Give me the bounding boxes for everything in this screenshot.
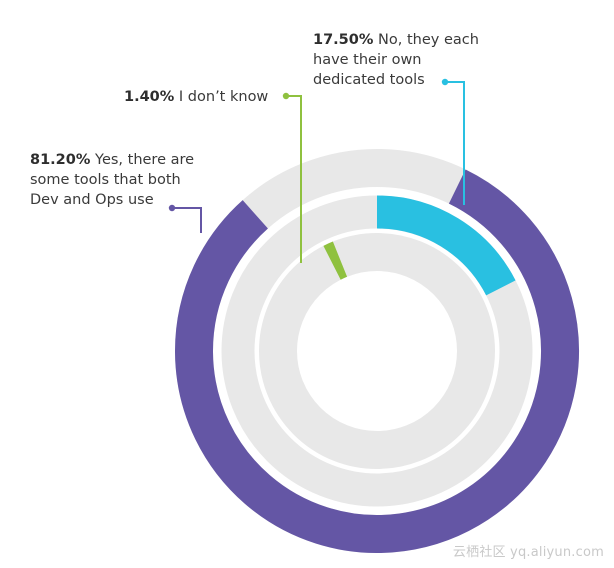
label-dont-know: 1.40% I don’t know (124, 87, 268, 107)
leader-dot-inner (282, 92, 290, 100)
label-yes-text-line-2: some tools that both (30, 172, 181, 188)
label-yes-text-line-1: Yes, there are (95, 152, 195, 168)
label-yes-percent: 81.20% (30, 152, 91, 168)
label-no: 17.50% No, they each have their own dedi… (313, 30, 479, 90)
leader-dot-outer (168, 204, 176, 212)
leader-line-outer (172, 207, 202, 233)
label-dont-know-text: I don’t know (178, 89, 269, 105)
series-arc-inner (323, 241, 348, 280)
leader-line-middle (445, 81, 465, 205)
label-dont-know-percent: 1.40% (124, 89, 175, 105)
series-arc-middle (376, 195, 516, 296)
label-no-percent: 17.50% (313, 32, 374, 48)
label-no-text-line-2: have their own (313, 52, 422, 68)
series-arc-outer (175, 169, 579, 553)
label-no-text-line-1: No, they each (378, 32, 479, 48)
leader-line-inner (286, 95, 302, 263)
leader-dot-middle (441, 78, 449, 86)
watermark: 云栖社区 yq.aliyun.com (452, 545, 604, 560)
label-yes-text-line-3: Dev and Ops use (30, 192, 154, 208)
label-no-text-line-3: dedicated tools (313, 72, 425, 88)
inner-ring-track (259, 233, 495, 469)
label-yes: 81.20% Yes, there are some tools that bo… (30, 150, 194, 210)
